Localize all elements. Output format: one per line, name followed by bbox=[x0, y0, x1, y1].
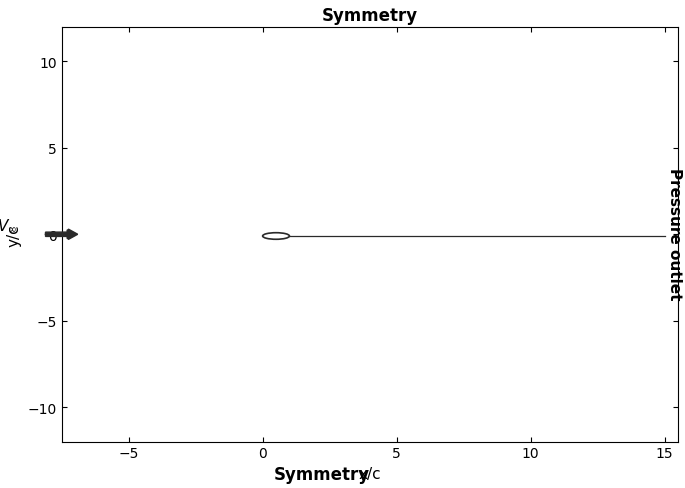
Text: Symmetry: Symmetry bbox=[274, 465, 370, 483]
Ellipse shape bbox=[262, 233, 290, 240]
Text: $V_{\infty}$: $V_{\infty}$ bbox=[0, 217, 17, 233]
FancyArrow shape bbox=[45, 230, 77, 240]
Y-axis label: y/c: y/c bbox=[7, 224, 22, 246]
X-axis label: x/c: x/c bbox=[358, 466, 381, 481]
Title: Symmetry: Symmetry bbox=[322, 7, 418, 25]
Text: Pressure outlet: Pressure outlet bbox=[667, 168, 682, 300]
